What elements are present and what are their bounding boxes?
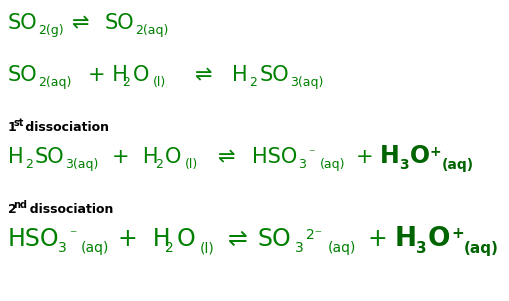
Text: +  H: + H <box>112 147 158 167</box>
Text: (aq): (aq) <box>441 158 473 172</box>
Text: +  H: + H <box>118 227 171 251</box>
Text: HSO: HSO <box>251 147 297 167</box>
Text: (aq): (aq) <box>319 158 345 171</box>
Text: HSO: HSO <box>8 227 60 251</box>
Text: 3(aq): 3(aq) <box>290 76 323 89</box>
Text: H: H <box>8 147 23 167</box>
Text: SO: SO <box>8 65 38 85</box>
Text: 3: 3 <box>398 158 408 172</box>
Text: ⁻: ⁻ <box>69 228 76 242</box>
Text: +: + <box>450 226 463 241</box>
Text: O: O <box>165 147 181 167</box>
Text: 2: 2 <box>122 76 130 89</box>
Text: 2: 2 <box>248 76 257 89</box>
Text: dissociation: dissociation <box>21 121 109 134</box>
Text: 2⁻: 2⁻ <box>305 228 322 242</box>
Text: (aq): (aq) <box>463 241 498 256</box>
Text: 3: 3 <box>294 241 303 255</box>
Text: ⇌: ⇌ <box>228 227 247 251</box>
Text: SO: SO <box>105 13 134 33</box>
Text: SO: SO <box>258 227 291 251</box>
Text: H: H <box>379 144 399 168</box>
Text: O: O <box>133 65 149 85</box>
Text: 2(g): 2(g) <box>38 24 64 37</box>
Text: 2: 2 <box>25 158 33 171</box>
Text: SO: SO <box>8 13 38 33</box>
Text: 2: 2 <box>8 203 17 216</box>
Text: dissociation: dissociation <box>21 203 114 216</box>
Text: 2: 2 <box>155 158 162 171</box>
Text: O: O <box>177 227 195 251</box>
Text: (aq): (aq) <box>327 241 356 255</box>
Text: 3: 3 <box>58 241 67 255</box>
Text: 3: 3 <box>415 241 426 256</box>
Text: 2: 2 <box>165 241 174 255</box>
Text: SO: SO <box>35 147 65 167</box>
Text: (l): (l) <box>153 76 166 89</box>
Text: nd: nd <box>14 200 27 210</box>
Text: 2(aq): 2(aq) <box>135 24 168 37</box>
Text: SO: SO <box>260 65 289 85</box>
Text: 1: 1 <box>8 121 17 134</box>
Text: ⇌: ⇌ <box>217 147 235 167</box>
Text: (aq): (aq) <box>81 241 109 255</box>
Text: 3: 3 <box>297 158 305 171</box>
Text: O: O <box>427 226 449 252</box>
Text: (l): (l) <box>185 158 198 171</box>
Text: +: + <box>355 147 373 167</box>
Text: H: H <box>232 65 247 85</box>
Text: (l): (l) <box>200 241 214 255</box>
Text: + H: + H <box>88 65 128 85</box>
Text: 3(aq): 3(aq) <box>65 158 98 171</box>
Text: 2(aq): 2(aq) <box>38 76 71 89</box>
Text: st: st <box>14 118 24 128</box>
Text: ⇌: ⇌ <box>194 65 212 85</box>
Text: +: + <box>429 145 441 159</box>
Text: +: + <box>367 227 387 251</box>
Text: H: H <box>394 226 416 252</box>
Text: ⁻: ⁻ <box>307 147 314 160</box>
Text: O: O <box>409 144 429 168</box>
Text: ⇌: ⇌ <box>72 13 89 33</box>
